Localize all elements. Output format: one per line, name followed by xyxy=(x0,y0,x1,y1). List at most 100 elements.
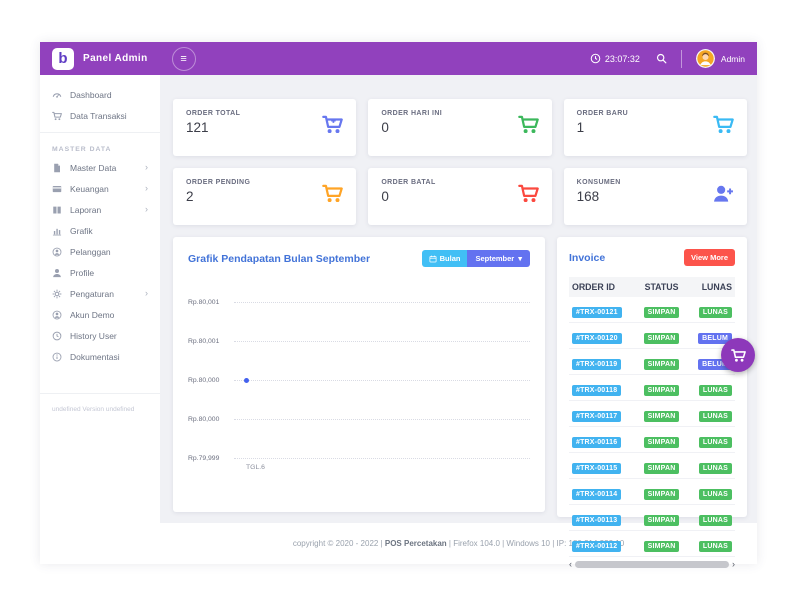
status-badge: SIMPAN xyxy=(643,436,680,448)
status-badge: SIMPAN xyxy=(643,384,680,396)
app-window: b Panel Admin ≡ 23:07:32 Admin xyxy=(40,42,757,569)
order-id-badge[interactable]: #TRX-00115 xyxy=(571,462,622,474)
history-icon xyxy=(52,331,62,341)
file-icon xyxy=(52,163,62,173)
book-icon xyxy=(52,205,62,215)
y-axis-tick: Rp.80,000 xyxy=(188,377,220,384)
cart-icon xyxy=(518,114,539,135)
lunas-badge: LUNAS xyxy=(698,436,732,448)
table-row: #TRX-00120 SIMPAN BELUM xyxy=(568,322,735,349)
month-dropdown[interactable]: September ▾ xyxy=(467,250,530,267)
avatar xyxy=(696,49,715,68)
lunas-badge: BELUM xyxy=(698,332,732,344)
avatar-icon xyxy=(696,49,715,68)
footer-text: copyright © 2020 - 2022 | POS Percetakan… xyxy=(292,539,625,548)
sidebar: Dashboard Data Transaksi MASTER DATA Mas… xyxy=(40,75,160,564)
search-button[interactable] xyxy=(656,53,667,64)
scroll-left-icon[interactable]: ‹ xyxy=(568,559,572,569)
stat-card-order-hari-ini: ORDER HARI INI 0 xyxy=(368,99,552,156)
horizontal-scrollbar[interactable]: ‹ › xyxy=(569,560,735,569)
status-badge: SIMPAN xyxy=(643,514,680,526)
chevron-right-icon: › xyxy=(145,288,148,298)
order-id-badge[interactable]: #TRX-00121 xyxy=(571,306,622,318)
status-badge: SIMPAN xyxy=(643,332,680,344)
caret-down-icon: ▾ xyxy=(518,254,522,263)
sidebar-section-title: MASTER DATA xyxy=(52,146,112,153)
search-icon xyxy=(656,53,667,64)
table-row: #TRX-00112 SIMPAN LUNAS xyxy=(568,530,735,557)
lunas-badge: LUNAS xyxy=(698,514,732,526)
sidebar-item-data-transaksi[interactable]: Data Transaksi xyxy=(40,105,160,126)
invoice-card: Invoice View More ORDER ID STATUS LUNAS xyxy=(556,237,747,569)
chevron-right-icon: › xyxy=(145,183,148,193)
sidebar-item-profile[interactable]: Profile xyxy=(40,262,160,283)
y-axis-tick: Rp.80,000 xyxy=(188,416,220,423)
user-icon xyxy=(52,268,62,278)
bar-chart-icon xyxy=(52,226,62,236)
hamburger-icon: ≡ xyxy=(180,52,187,65)
gridline xyxy=(234,419,530,420)
scrollbar-thumb[interactable] xyxy=(574,561,729,568)
info-icon xyxy=(52,352,62,362)
calendar-icon xyxy=(429,255,437,263)
sidebar-item-dokumentasi[interactable]: Dokumentasi xyxy=(40,346,160,367)
table-row: #TRX-00116 SIMPAN LUNAS xyxy=(568,426,735,453)
sidebar-item-grafik[interactable]: Grafik xyxy=(40,220,160,241)
stats-grid: ORDER TOTAL 121 ORDER HARI INI 0 ORDER B… xyxy=(173,99,747,225)
order-id-badge[interactable]: #TRX-00116 xyxy=(571,436,622,448)
sidebar-item-master-data[interactable]: Master Data › xyxy=(40,157,160,178)
user-name: Admin xyxy=(720,53,745,64)
order-id-badge[interactable]: #TRX-00112 xyxy=(571,540,622,552)
status-badge: SIMPAN xyxy=(643,540,680,552)
stat-card-order-total: ORDER TOTAL 121 xyxy=(173,99,357,156)
status-badge: SIMPAN xyxy=(643,488,680,500)
chevron-right-icon: › xyxy=(145,204,148,214)
stat-card-order-pending: ORDER PENDING 2 xyxy=(173,168,357,225)
lunas-badge: LUNAS xyxy=(698,410,732,422)
lunas-badge: LUNAS xyxy=(698,488,732,500)
gridline xyxy=(234,380,530,381)
y-axis-tick: Rp.79,999 xyxy=(188,455,220,462)
y-axis-tick: Rp.80,001 xyxy=(188,299,220,306)
user-menu[interactable]: Admin xyxy=(696,49,745,68)
sidebar-item-laporan[interactable]: Laporan › xyxy=(40,199,160,220)
table-row: #TRX-00113 SIMPAN LUNAS xyxy=(568,504,735,531)
table-row: #TRX-00114 SIMPAN LUNAS xyxy=(568,478,735,505)
order-id-badge[interactable]: #TRX-00118 xyxy=(571,384,622,396)
gridline xyxy=(234,302,530,303)
sidebar-item-history-user[interactable]: History User xyxy=(40,325,160,346)
order-id-badge[interactable]: #TRX-00119 xyxy=(571,358,622,370)
order-id-badge[interactable]: #TRX-00120 xyxy=(571,332,622,344)
sidebar-version-text: undefined Version undefined xyxy=(52,406,135,413)
sidebar-toggle-button[interactable]: ≡ xyxy=(171,46,196,71)
gear-icon xyxy=(52,289,62,299)
cart-plus-icon xyxy=(322,114,343,135)
sidebar-item-dashboard[interactable]: Dashboard xyxy=(40,84,160,105)
lunas-badge: BELUM xyxy=(698,358,732,370)
view-more-button[interactable]: View More xyxy=(684,249,735,266)
table-row: #TRX-00117 SIMPAN LUNAS xyxy=(568,400,735,427)
cart-icon xyxy=(322,183,343,204)
table-row: #TRX-00121 SIMPAN LUNAS xyxy=(568,297,735,323)
line-chart: Rp.80,001 Rp.80,001 Rp.80,000 Rp.80,000 … xyxy=(188,283,530,483)
sidebar-item-akun-demo[interactable]: Akun Demo xyxy=(40,304,160,325)
sidebar-item-pengaturan[interactable]: Pengaturan › xyxy=(40,283,160,304)
bulan-button[interactable]: Bulan xyxy=(421,250,468,267)
sidebar-item-keuangan[interactable]: Keuangan › xyxy=(40,178,160,199)
order-id-badge[interactable]: #TRX-00114 xyxy=(571,488,622,500)
lunas-badge: LUNAS xyxy=(698,462,732,474)
cart-icon xyxy=(52,111,62,121)
order-id-badge[interactable]: #TRX-00117 xyxy=(571,410,622,422)
lunas-badge: LUNAS xyxy=(698,540,732,552)
credit-card-icon xyxy=(52,184,62,194)
brand-title[interactable]: Panel Admin xyxy=(83,53,148,64)
stat-card-konsumen: KONSUMEN 168 xyxy=(563,168,747,225)
invoice-title: Invoice xyxy=(568,251,606,264)
sidebar-item-pelanggan[interactable]: Pelanggan xyxy=(40,241,160,262)
order-id-badge[interactable]: #TRX-00113 xyxy=(571,514,622,526)
scroll-right-icon[interactable]: › xyxy=(732,559,735,569)
clock-icon xyxy=(590,53,601,64)
status-badge: SIMPAN xyxy=(643,462,680,474)
navbar-divider xyxy=(680,49,682,68)
floating-cart-button[interactable] xyxy=(721,338,755,372)
